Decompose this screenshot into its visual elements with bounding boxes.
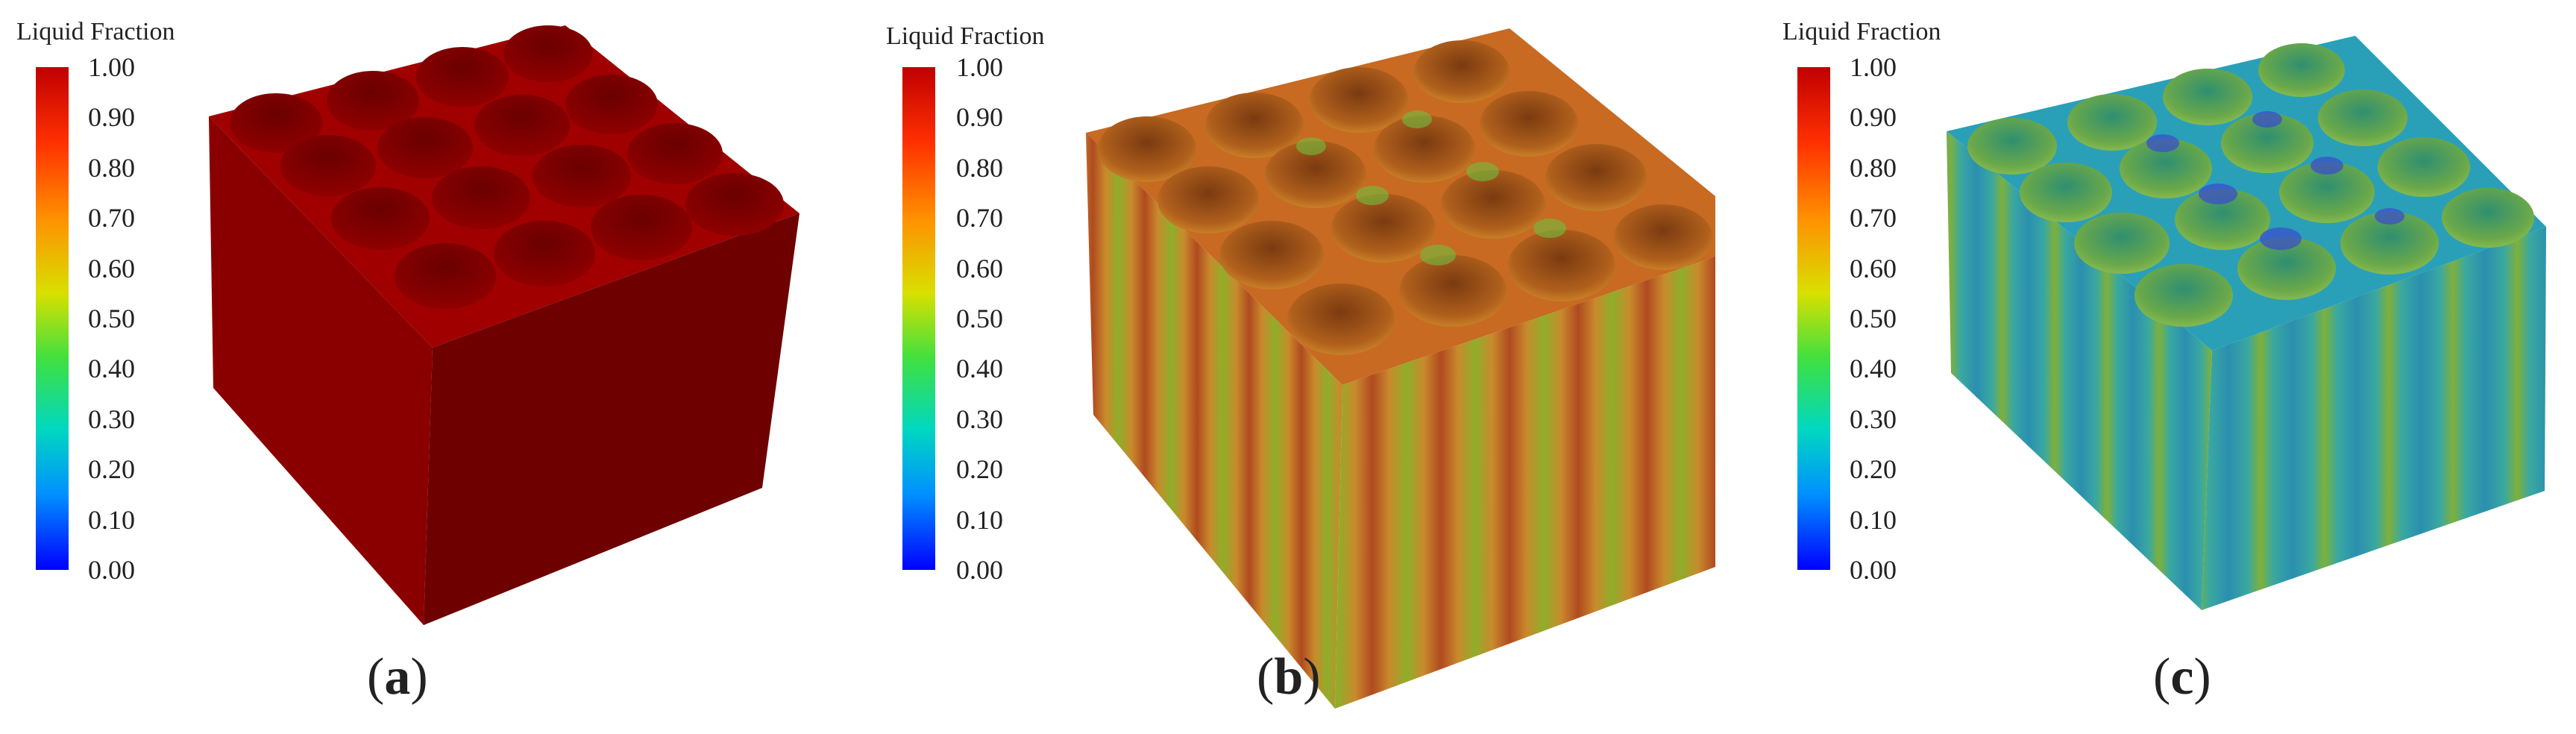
tick-label: 0.40 <box>88 354 135 383</box>
tick-label: 0.30 <box>956 404 1003 434</box>
caption-paren: ) <box>1303 648 1321 706</box>
caption-paren: ( <box>367 648 385 706</box>
cube-c <box>1947 36 2546 610</box>
holes <box>1967 43 2534 327</box>
tick-label: 0.80 <box>956 153 1003 183</box>
tick-label: 0.00 <box>88 555 135 585</box>
legend-title: Liquid Fraction <box>1782 18 1941 46</box>
cube-right-face <box>1335 257 1715 709</box>
tick-label: 0.00 <box>956 555 1003 585</box>
holes <box>1098 40 1712 355</box>
legend-title: Liquid Fraction <box>16 18 175 46</box>
tick-label: 0.10 <box>956 505 1003 535</box>
tick-label: 0.60 <box>1850 254 1897 283</box>
tick-label: 0.20 <box>1850 454 1897 484</box>
tick-label: 0.60 <box>956 254 1003 283</box>
tick-label: 0.80 <box>1850 153 1897 183</box>
colorbar <box>902 67 935 570</box>
top-face-green-spots <box>1296 110 1566 266</box>
caption-paren: ( <box>2153 648 2171 706</box>
tick-label: 0.60 <box>88 254 135 283</box>
tick-label: 0.80 <box>88 153 135 183</box>
tick-label: 0.30 <box>88 404 135 434</box>
holes <box>230 25 784 309</box>
tick-label: 0.50 <box>956 304 1003 333</box>
cube-a <box>209 25 799 625</box>
cube-right-face <box>2202 227 2546 610</box>
caption-b: (b) <box>1257 647 1321 707</box>
caption-letter: a <box>384 648 411 706</box>
colorbar <box>36 67 69 570</box>
tick-label: 0.10 <box>1850 505 1897 535</box>
caption-paren: ( <box>1257 648 1275 706</box>
cube-left-face <box>1947 131 2212 610</box>
tick-label: 1.00 <box>956 52 1003 82</box>
tick-label: 0.20 <box>88 454 135 484</box>
top-face-blue-spots <box>2146 111 2404 250</box>
colorbar <box>1797 67 1830 570</box>
caption-paren: ) <box>2193 648 2211 706</box>
cube-b <box>1086 28 1715 709</box>
panel-a: Liquid Fraction 1.00 0.90 0.80 0.70 0.60… <box>0 0 858 734</box>
tick-label: 0.40 <box>1850 354 1897 383</box>
cube-left-face <box>209 116 433 625</box>
tick-label: 0.30 <box>1850 404 1897 434</box>
tick-label: 0.40 <box>956 354 1003 383</box>
tick-label: 0.50 <box>88 304 135 333</box>
caption-paren: ) <box>410 648 428 706</box>
tick-label: 0.20 <box>956 454 1003 484</box>
tick-label: 0.10 <box>88 505 135 535</box>
caption-a: (a) <box>367 647 428 707</box>
tick-label: 0.50 <box>1850 304 1897 333</box>
caption-letter: b <box>1274 648 1304 706</box>
tick-label: 0.70 <box>88 203 135 233</box>
cube-right-face <box>424 213 799 625</box>
panel-b: Liquid Fraction 1.00 0.90 0.80 0.70 0.60… <box>858 0 1715 734</box>
tick-label: 0.90 <box>88 102 135 132</box>
tick-label: 0.70 <box>956 203 1003 233</box>
tick-label: 0.90 <box>1850 102 1897 132</box>
tick-label: 0.70 <box>1850 203 1897 233</box>
tick-label: 1.00 <box>88 52 135 82</box>
tick-label: 0.00 <box>1850 555 1897 585</box>
tick-label: 1.00 <box>1850 52 1897 82</box>
cube-left-face <box>1086 133 1342 709</box>
panel-c: Liquid Fraction 1.00 0.90 0.80 0.70 0.60… <box>1715 0 2573 734</box>
tick-label: 0.90 <box>956 102 1003 132</box>
legend-title: Liquid Fraction <box>886 22 1045 50</box>
caption-c: (c) <box>2153 647 2211 707</box>
caption-letter: c <box>2170 648 2194 706</box>
